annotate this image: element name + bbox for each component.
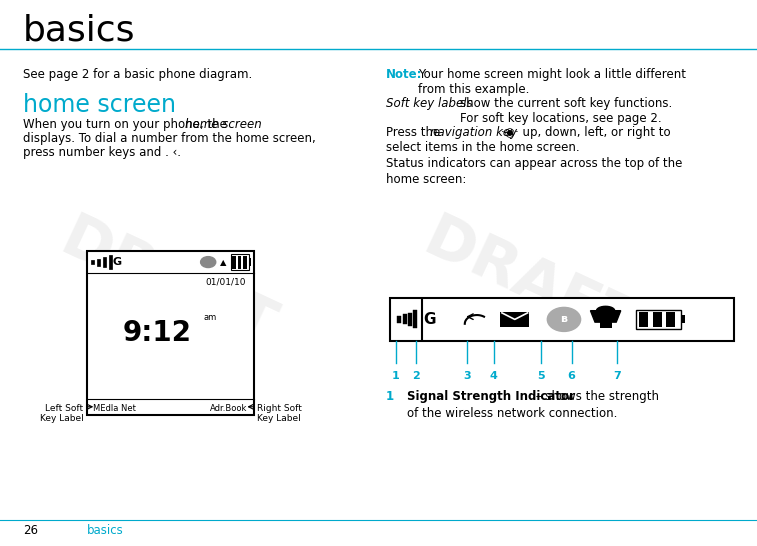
Text: DRAFT: DRAFT — [414, 209, 646, 359]
Text: 01/01/10: 01/01/10 — [205, 277, 246, 286]
Text: ▲: ▲ — [220, 258, 226, 266]
Bar — [639, 312, 648, 327]
Text: home screen: home screen — [185, 118, 262, 132]
Text: basics: basics — [23, 14, 136, 48]
Text: 3: 3 — [463, 371, 471, 381]
Bar — [403, 314, 407, 324]
Text: 4: 4 — [490, 371, 497, 381]
Text: Note:: Note: — [386, 68, 422, 81]
Bar — [87, 251, 254, 415]
Bar — [681, 316, 685, 323]
Text: 5: 5 — [537, 371, 545, 381]
Text: Press the: Press the — [386, 126, 444, 139]
Bar — [666, 312, 675, 327]
Bar — [413, 310, 417, 328]
Text: Status indicators can appear across the top of the: Status indicators can appear across the … — [386, 157, 683, 170]
Polygon shape — [597, 306, 615, 311]
Text: See page 2 for a basic phone diagram.: See page 2 for a basic phone diagram. — [23, 68, 252, 81]
Text: 2: 2 — [412, 371, 419, 381]
Text: Signal Strength Indicator: Signal Strength Indicator — [407, 390, 575, 403]
Circle shape — [201, 257, 216, 268]
Text: ·◉· up, down, left, or right to: ·◉· up, down, left, or right to — [501, 126, 671, 139]
Circle shape — [547, 307, 581, 331]
Text: navigation key: navigation key — [430, 126, 517, 139]
Bar — [397, 316, 401, 323]
Text: home screen: home screen — [23, 93, 176, 117]
Text: 26: 26 — [23, 524, 38, 537]
Bar — [97, 259, 100, 266]
Text: press number keys and . ‹.: press number keys and . ‹. — [23, 146, 181, 159]
Bar — [243, 256, 247, 269]
Text: G: G — [112, 257, 121, 267]
Bar — [653, 312, 662, 327]
Bar — [231, 254, 249, 270]
Text: displays. To dial a number from the home screen,: displays. To dial a number from the home… — [23, 132, 316, 145]
Text: Left Soft
Key Label: Left Soft Key Label — [39, 404, 83, 424]
Text: 9:12: 9:12 — [123, 319, 192, 347]
Text: 1: 1 — [386, 390, 394, 403]
Text: select items in the home screen.: select items in the home screen. — [386, 141, 580, 154]
Text: home screen:: home screen: — [386, 173, 466, 186]
Bar — [103, 257, 106, 268]
Bar — [500, 312, 529, 327]
Text: MEdla Net: MEdla Net — [93, 404, 136, 413]
Bar — [249, 258, 251, 266]
Text: 7: 7 — [613, 371, 621, 381]
Text: 6: 6 — [568, 371, 575, 381]
Text: Soft key labels: Soft key labels — [386, 97, 472, 110]
Text: – shows the strength: – shows the strength — [532, 390, 659, 403]
Polygon shape — [590, 311, 621, 322]
Bar — [636, 310, 681, 329]
Text: am: am — [204, 313, 217, 322]
Text: basics: basics — [87, 524, 124, 537]
Bar — [600, 321, 612, 328]
Text: When you turn on your phone, the: When you turn on your phone, the — [23, 118, 230, 132]
Text: 1: 1 — [392, 371, 400, 381]
Bar — [109, 255, 112, 269]
Text: show the current soft key functions.
For soft key locations, see page 2.: show the current soft key functions. For… — [460, 97, 672, 124]
Text: Your home screen might look a little different
from this example.: Your home screen might look a little dif… — [418, 68, 686, 96]
Text: G: G — [424, 312, 436, 327]
Text: в: в — [560, 314, 568, 324]
Bar — [91, 260, 94, 264]
Bar — [232, 256, 236, 269]
Text: DRAFT: DRAFT — [51, 209, 282, 359]
Text: Right Soft
Key Label: Right Soft Key Label — [257, 404, 302, 424]
Bar — [390, 298, 734, 341]
Bar — [238, 256, 241, 269]
Bar — [408, 312, 412, 326]
Text: Adr.Book: Adr.Book — [210, 404, 248, 413]
Text: of the wireless network connection.: of the wireless network connection. — [407, 407, 618, 420]
